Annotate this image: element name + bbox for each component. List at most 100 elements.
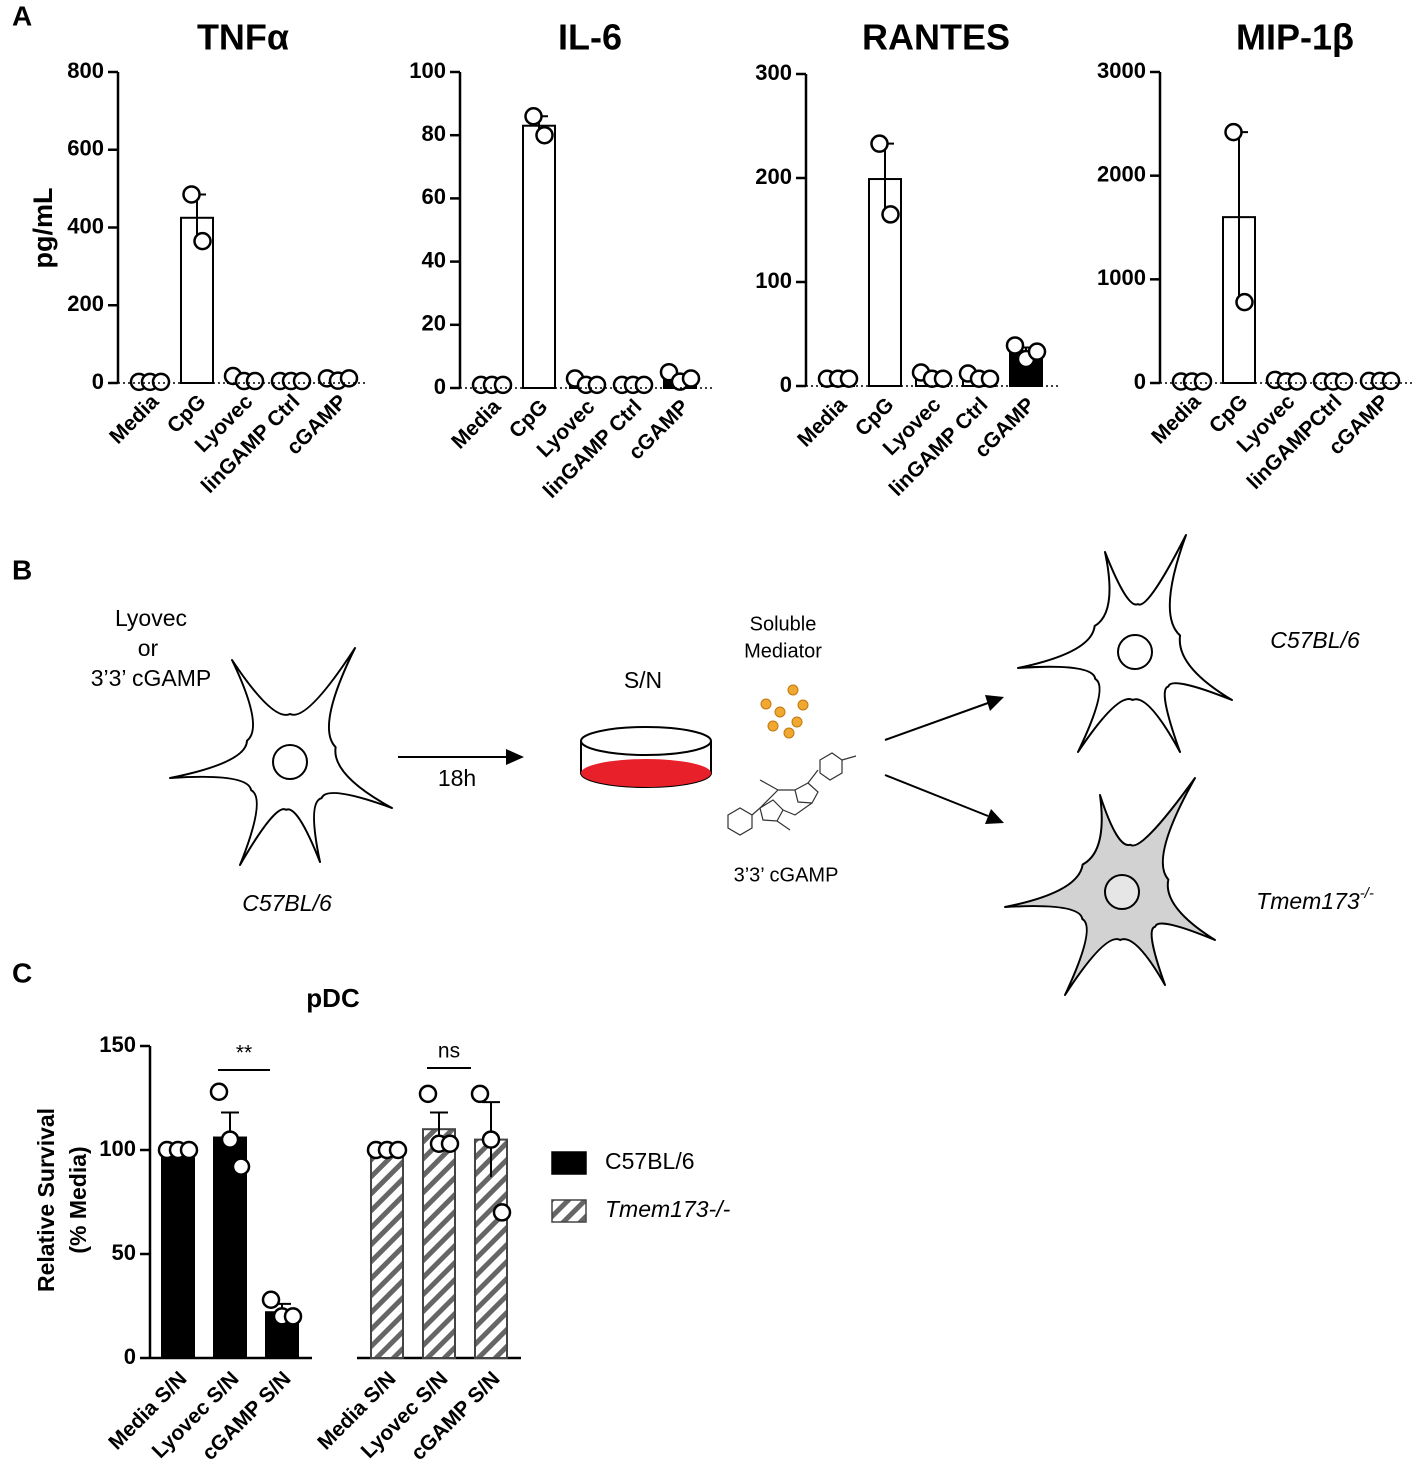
- data-point: [339, 369, 359, 388]
- data-point: [179, 1140, 199, 1160]
- y-axis-label: Relative Survival: [33, 1108, 59, 1292]
- y-tick-label: 2000: [1097, 161, 1146, 186]
- target-ko: Tmem173-/-: [1256, 885, 1374, 914]
- diagram: Lyovec or 3’3’ cGAMP C57BL/6 18h S/N Sol…: [91, 605, 1374, 916]
- treatment: Lyovec: [115, 605, 187, 631]
- chart-title: pDC: [306, 983, 360, 1013]
- x-tick-label: Media: [447, 395, 506, 454]
- y-tick-label: 400: [67, 213, 104, 238]
- target-ko-name: Tmem173: [1256, 888, 1360, 914]
- y-tick-label: 100: [755, 268, 792, 293]
- chart-title: TNFα: [197, 17, 289, 58]
- mediator: Soluble: [750, 613, 817, 635]
- data-point: [839, 369, 859, 388]
- data-point: [245, 371, 265, 391]
- legend-label: Tmem173-/-: [605, 1196, 731, 1222]
- molecule: 3’3’ cGAMP: [734, 864, 839, 886]
- data-point: [388, 1140, 408, 1160]
- data-point: [440, 1134, 460, 1154]
- y-tick-label: 0: [780, 372, 792, 397]
- y-tick-label: 0: [92, 369, 104, 394]
- target-wt: C57BL/6: [1270, 627, 1360, 653]
- data-point: [481, 1130, 501, 1149]
- legend-swatch: [551, 1199, 587, 1223]
- data-point: [1235, 292, 1254, 312]
- y-axis-label: (% Media): [65, 1146, 91, 1253]
- time: 18h: [438, 765, 476, 791]
- data-point: [634, 375, 654, 395]
- molecule-structure: [727, 752, 857, 836]
- y-tick-label: 80: [422, 121, 446, 146]
- significance-label: **: [236, 1042, 252, 1065]
- data-point: [980, 369, 1000, 388]
- data-point: [1381, 371, 1401, 391]
- y-tick-label: 300: [755, 60, 792, 85]
- y-tick-label: 600: [67, 136, 104, 161]
- data-point: [182, 185, 201, 204]
- supernatant: S/N: [624, 667, 662, 693]
- data-point: [1334, 372, 1354, 391]
- data-point: [492, 1203, 512, 1222]
- cells: [169, 534, 1233, 996]
- arrow-head: [985, 695, 1004, 711]
- panel-label: C: [12, 957, 32, 988]
- data-point: [535, 125, 554, 145]
- y-tick-label: 40: [422, 247, 446, 272]
- x-tick-label: Media: [1147, 390, 1206, 449]
- arrow-head: [985, 809, 1004, 824]
- x-tick-label: Media: [793, 393, 852, 452]
- nucleus: [1117, 634, 1153, 670]
- data-point: [933, 369, 953, 388]
- y-tick-label: 3000: [1097, 58, 1146, 83]
- data-point: [681, 369, 701, 388]
- donor: C57BL/6: [242, 890, 332, 916]
- y-tick-label: 20: [422, 311, 446, 336]
- bar: [522, 124, 556, 389]
- y-tick-label: 100: [99, 1136, 136, 1161]
- y-tick-label: 100: [409, 58, 446, 83]
- medium: [581, 759, 711, 787]
- data-point: [493, 375, 513, 395]
- y-tick-label: 0: [1134, 369, 1146, 394]
- bar: [422, 1128, 456, 1359]
- y-tick-label: 0: [124, 1344, 136, 1369]
- data-point: [418, 1084, 438, 1104]
- y-tick-label: 150: [99, 1032, 136, 1057]
- y-tick-label: 1000: [1097, 265, 1146, 290]
- legend-swatch: [551, 1151, 587, 1175]
- bar: [161, 1149, 195, 1359]
- panel-label: A: [12, 0, 32, 31]
- chart-title: MIP-1β: [1236, 17, 1354, 58]
- data-point: [283, 1307, 303, 1326]
- y-tick-label: 50: [112, 1240, 136, 1265]
- data-point: [1027, 342, 1047, 361]
- data-point: [231, 1157, 251, 1176]
- data-point: [870, 134, 889, 153]
- arrow-head: [506, 749, 524, 765]
- data-point: [261, 1290, 281, 1310]
- arrow: [884, 774, 989, 817]
- y-axis-label: pg/mL: [28, 188, 58, 269]
- target-ko-sup: -/-: [1360, 885, 1374, 902]
- significance-label: ns: [438, 1040, 460, 1063]
- data-point: [209, 1082, 229, 1102]
- data-point: [1224, 122, 1243, 142]
- y-tick-label: 0: [434, 374, 446, 399]
- data-point: [881, 205, 900, 224]
- bar: [213, 1136, 247, 1360]
- y-tick-label: 60: [422, 184, 446, 209]
- legend-label: C57BL/6: [605, 1148, 695, 1174]
- nucleus: [1104, 874, 1140, 910]
- data-point: [1193, 372, 1213, 391]
- x-tick-label: Media: [105, 390, 164, 449]
- mediator-dots: [760, 684, 809, 739]
- data-point: [292, 371, 312, 391]
- treatment: or: [138, 635, 159, 661]
- chart-title: IL-6: [558, 17, 622, 58]
- data-point: [1005, 336, 1025, 355]
- data-point: [470, 1084, 490, 1104]
- panel-label: B: [12, 554, 32, 585]
- data-point: [587, 375, 607, 395]
